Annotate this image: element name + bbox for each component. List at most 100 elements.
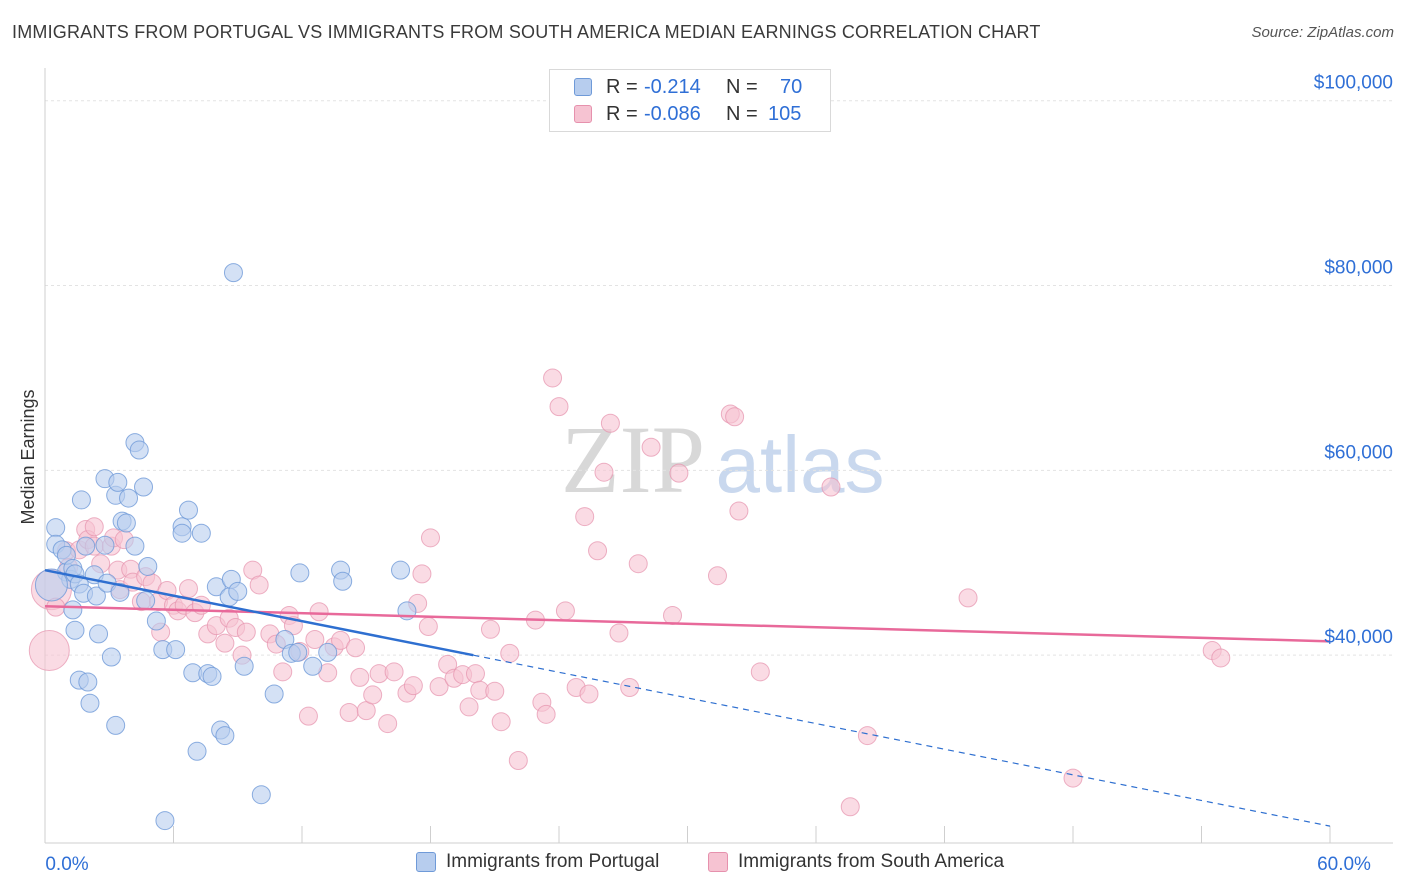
point-south-america <box>958 588 978 608</box>
point-portugal <box>129 440 149 460</box>
point-south-america <box>750 662 770 682</box>
legend-swatch-pink <box>708 852 728 872</box>
point-portugal <box>288 642 308 662</box>
point-south-america <box>465 664 485 684</box>
point-south-america <box>663 605 683 625</box>
point-portugal <box>110 582 130 602</box>
point-south-america <box>628 554 648 574</box>
legend-row-portugal: R = -0.214 N = 70 <box>574 74 802 100</box>
point-portugal <box>391 560 411 580</box>
legend-label-south-america: Immigrants from South America <box>738 851 1005 872</box>
point-south-america <box>459 697 479 717</box>
point-portugal <box>71 490 91 510</box>
point-south-america <box>273 662 293 682</box>
point-portugal <box>86 586 106 606</box>
point-portugal <box>46 518 66 538</box>
point-portugal <box>89 624 109 644</box>
point-south-america <box>309 602 329 622</box>
point-portugal <box>119 488 139 508</box>
point-portugal <box>76 536 96 556</box>
source-label: Source: ZipAtlas.com <box>1251 24 1394 41</box>
point-south-america <box>707 566 727 586</box>
legend-n-value: 105 <box>768 102 802 125</box>
axes <box>44 68 1393 844</box>
legend-r-label: R = <box>606 102 638 125</box>
legend-swatch-pink <box>574 105 592 123</box>
point-south-america <box>729 501 749 521</box>
point-portugal <box>146 611 166 631</box>
point-south-america <box>620 678 640 698</box>
point-south-america <box>418 617 438 637</box>
point-portugal <box>138 556 158 576</box>
point-portugal <box>290 563 310 583</box>
legend-item-portugal[interactable]: Immigrants from Portugal <box>416 851 659 873</box>
point-portugal <box>108 472 128 492</box>
point-portugal <box>116 513 136 533</box>
point-south-america <box>178 579 198 599</box>
point-south-america <box>384 662 404 682</box>
point-portugal <box>172 523 192 543</box>
point-portugal <box>223 263 243 283</box>
legend-item-south-america[interactable]: Immigrants from South America <box>708 851 1004 873</box>
point-portugal <box>303 656 323 676</box>
point-portugal <box>125 536 145 556</box>
point-portugal <box>264 684 284 704</box>
point-south-america <box>346 638 366 658</box>
point-portugal <box>34 568 68 602</box>
point-south-america <box>339 702 359 722</box>
point-south-america <box>421 528 440 548</box>
point-south-america <box>236 622 256 642</box>
trend-line-portugal <box>44 568 474 657</box>
point-south-america <box>485 681 505 701</box>
legend-n-label: N = <box>726 75 758 98</box>
point-south-america <box>491 712 511 732</box>
legend-box: R = -0.214 N = 70 R = -0.086 N = 105 <box>549 69 831 132</box>
point-south-america <box>600 413 620 433</box>
point-south-america <box>579 684 599 704</box>
point-south-america <box>840 797 860 817</box>
y-tick-label: $100,000 <box>1314 73 1393 94</box>
point-south-america <box>725 407 745 427</box>
point-south-america <box>28 630 70 672</box>
legend-n-value: 70 <box>780 75 803 98</box>
legend-swatch-blue <box>416 852 436 872</box>
point-portugal <box>333 571 353 591</box>
point-south-america <box>575 507 595 527</box>
x-tick-label-left: 0.0% <box>45 854 88 875</box>
x-tick-label-right: 60.0% <box>1317 854 1371 875</box>
legend-n-label: N = <box>726 102 758 125</box>
point-south-america <box>609 623 629 643</box>
point-portugal <box>166 640 186 660</box>
point-portugal <box>65 620 85 640</box>
point-south-america <box>403 676 423 696</box>
point-portugal <box>234 656 254 676</box>
legend-swatch-blue <box>574 78 592 96</box>
watermark-atlas: atlas <box>716 420 885 509</box>
point-portugal <box>178 500 198 520</box>
point-portugal <box>228 581 248 601</box>
point-south-america <box>549 397 569 417</box>
point-south-america <box>1063 768 1083 788</box>
point-portugal <box>95 535 115 555</box>
point-south-america <box>412 564 432 584</box>
point-portugal <box>101 647 121 667</box>
y-axis-label: Median Earnings <box>18 389 38 524</box>
point-south-america <box>588 541 608 561</box>
trend-lines <box>44 568 1331 827</box>
point-portugal <box>187 741 207 761</box>
watermark-zip: ZIP <box>561 406 705 513</box>
legend-r-label: R = <box>606 75 638 98</box>
bottom-legend: Immigrants from Portugal Immigrants from… <box>0 851 1406 879</box>
point-portugal <box>136 591 156 611</box>
point-south-america <box>536 704 556 724</box>
series-portugal-points <box>34 263 417 831</box>
point-portugal <box>80 693 100 713</box>
point-south-america <box>215 633 235 653</box>
point-south-america <box>508 751 528 771</box>
y-tick-label: $80,000 <box>1324 258 1393 279</box>
point-south-america <box>305 629 325 649</box>
point-portugal <box>318 642 338 662</box>
point-south-america <box>298 706 318 726</box>
point-south-america <box>429 677 449 697</box>
